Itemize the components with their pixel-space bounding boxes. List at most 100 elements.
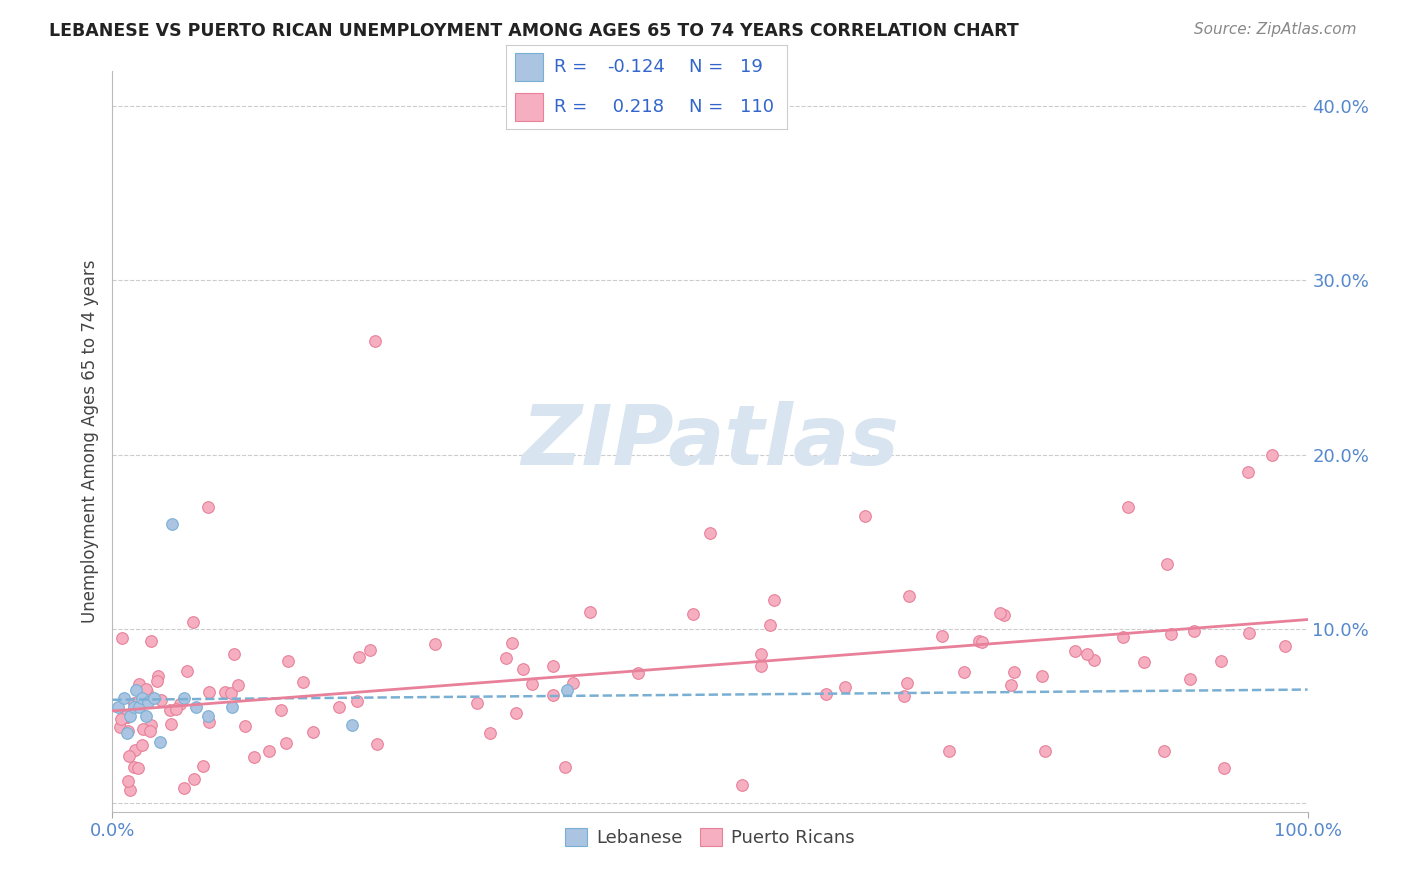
Point (139, 718, 162, 732)
Point (197, 500, 219, 514)
Point (938, 744, 960, 758)
Point (118, 749, 141, 764)
Point (731, 778, 754, 792)
Text: Source: ZipAtlas.com: Source: ZipAtlas.com (1194, 22, 1357, 37)
Point (125, 682, 148, 697)
Point (221, 700, 243, 714)
Point (173, 781, 195, 796)
Point (274, 736, 297, 750)
Point (896, 675, 918, 690)
Point (579, 606, 602, 620)
Point (359, 642, 381, 657)
Point (270, 704, 292, 718)
Point (149, 735, 172, 749)
Point (366, 737, 388, 751)
Point (128, 700, 150, 714)
Point (131, 738, 153, 752)
Point (1153, 744, 1175, 758)
Point (1083, 653, 1105, 667)
Point (169, 697, 191, 711)
Text: 19: 19 (740, 58, 762, 76)
Point (128, 677, 150, 691)
Point (1118, 500, 1140, 514)
Point (751, 647, 773, 661)
Text: N =: N = (689, 98, 723, 116)
Point (1063, 644, 1085, 658)
Text: 0.218: 0.218 (607, 98, 665, 116)
Point (512, 662, 534, 676)
Point (1002, 665, 1025, 679)
Point (347, 650, 370, 665)
Point (627, 665, 650, 680)
Point (893, 690, 915, 704)
Point (855, 508, 877, 523)
Legend: Lebanese, Puerto Ricans: Lebanese, Puerto Ricans (558, 821, 862, 855)
Text: LEBANESE VS PUERTO RICAN UNEMPLOYMENT AMONG AGES 65 TO 74 YEARS CORRELATION CHAR: LEBANESE VS PUERTO RICAN UNEMPLOYMENT AM… (49, 22, 1019, 40)
Point (1182, 624, 1205, 639)
Point (346, 694, 368, 708)
Point (328, 700, 350, 714)
Text: R =: R = (554, 58, 588, 76)
Point (1237, 465, 1260, 479)
Point (181, 615, 204, 629)
Point (122, 700, 145, 714)
Point (759, 618, 782, 632)
Point (1209, 654, 1232, 668)
Y-axis label: Unemployment Among Ages 65 to 74 years: Unemployment Among Ages 65 to 74 years (80, 260, 98, 624)
Point (364, 334, 387, 349)
Point (162, 517, 183, 532)
Point (1178, 673, 1201, 687)
Point (197, 709, 219, 723)
Point (291, 674, 314, 689)
Point (340, 717, 363, 731)
Point (131, 691, 153, 706)
Point (1031, 669, 1053, 683)
Point (834, 680, 856, 694)
Point (115, 709, 138, 723)
Point (149, 692, 172, 706)
Point (115, 709, 138, 723)
Point (495, 650, 517, 665)
Text: N =: N = (689, 58, 723, 76)
Point (952, 665, 974, 679)
Point (139, 724, 162, 739)
Point (243, 749, 266, 764)
Point (118, 782, 141, 797)
Point (141, 634, 163, 648)
Point (186, 700, 208, 714)
Point (122, 760, 145, 774)
Point (226, 678, 249, 692)
Point (931, 630, 953, 644)
Point (117, 774, 139, 789)
Point (1112, 630, 1135, 644)
Point (988, 607, 1011, 621)
Point (1000, 678, 1022, 692)
Point (541, 658, 564, 673)
Point (478, 726, 501, 740)
Point (1274, 639, 1296, 653)
Point (897, 590, 920, 604)
Point (257, 744, 280, 758)
Point (165, 701, 187, 715)
Point (107, 700, 129, 714)
Point (554, 760, 576, 774)
Point (221, 686, 243, 700)
Point (120, 709, 142, 723)
Point (214, 685, 236, 699)
Bar (515, 93, 543, 120)
Point (122, 696, 145, 710)
Point (1237, 626, 1260, 640)
Point (1156, 557, 1178, 571)
Point (561, 676, 583, 690)
Point (224, 647, 246, 661)
Point (183, 772, 205, 787)
Point (145, 673, 167, 688)
Point (108, 720, 131, 734)
Point (176, 664, 198, 678)
Point (197, 685, 219, 699)
Point (1076, 647, 1098, 661)
Point (465, 696, 488, 710)
Text: 110: 110 (740, 98, 773, 116)
Point (1033, 744, 1056, 758)
Point (143, 691, 166, 706)
